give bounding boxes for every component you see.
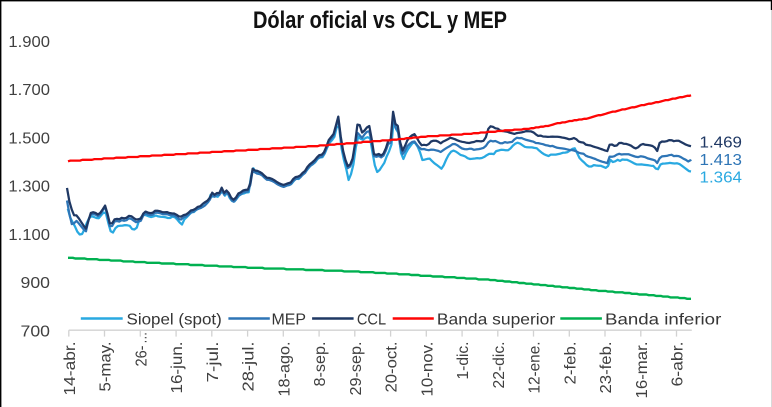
svg-text:1.413: 1.413	[700, 152, 743, 169]
svg-text:10-nov.: 10-nov.	[419, 342, 436, 397]
svg-text:1-dic.: 1-dic.	[455, 342, 472, 380]
svg-text:12-ene.: 12-ene.	[527, 342, 544, 394]
svg-text:1.100: 1.100	[8, 227, 50, 244]
svg-text:1.469: 1.469	[700, 134, 743, 151]
svg-text:…: …	[133, 332, 150, 344]
svg-text:5-may.: 5-may.	[98, 342, 115, 392]
svg-text:Banda superior: Banda superior	[437, 311, 556, 328]
svg-text:1.700: 1.700	[8, 82, 50, 99]
svg-text:Dólar oficial vs CCL y MEP: Dólar oficial vs CCL y MEP	[253, 7, 507, 34]
svg-text:Banda inferior: Banda inferior	[605, 311, 722, 328]
svg-text:1.364: 1.364	[700, 169, 743, 186]
svg-text:14-abr.: 14-abr.	[62, 342, 79, 396]
svg-text:Siopel (spot): Siopel (spot)	[127, 311, 222, 328]
svg-text:18-ago.: 18-ago.	[276, 342, 293, 397]
svg-text:MEP: MEP	[272, 311, 307, 328]
svg-text:22-dic.: 22-dic.	[491, 342, 508, 389]
svg-text:700: 700	[21, 323, 51, 340]
svg-text:1.300: 1.300	[8, 179, 50, 196]
svg-text:8-sep.: 8-sep.	[312, 342, 329, 387]
svg-text:6-abr.: 6-abr.	[670, 342, 687, 387]
svg-text:16-jun.: 16-jun.	[169, 342, 186, 394]
svg-text:23-feb.: 23-feb.	[598, 342, 615, 394]
svg-text:28-jul.: 28-jul.	[241, 342, 258, 392]
svg-text:26-: 26-	[133, 346, 150, 367]
svg-text:900: 900	[21, 275, 51, 292]
svg-text:29-sep.: 29-sep.	[348, 342, 365, 396]
svg-text:CCL: CCL	[357, 311, 386, 328]
svg-text:7-jul.: 7-jul.	[205, 342, 222, 383]
svg-text:20-oct.: 20-oct.	[384, 342, 401, 393]
svg-text:1.900: 1.900	[8, 34, 50, 51]
svg-text:1.500: 1.500	[8, 130, 50, 147]
svg-text:2-feb.: 2-feb.	[562, 342, 579, 385]
svg-text:16-mar.: 16-mar.	[634, 342, 651, 399]
